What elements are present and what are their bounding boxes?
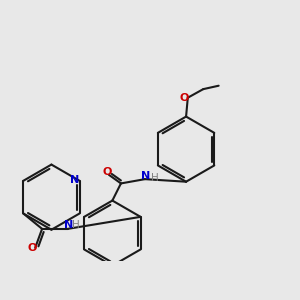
Text: H: H [72, 220, 80, 230]
Text: O: O [27, 243, 37, 253]
Text: H: H [151, 173, 159, 183]
Text: N: N [141, 171, 150, 181]
Text: N: N [70, 175, 79, 185]
Text: O: O [103, 167, 112, 177]
Text: O: O [180, 93, 189, 103]
Text: N: N [64, 220, 73, 230]
